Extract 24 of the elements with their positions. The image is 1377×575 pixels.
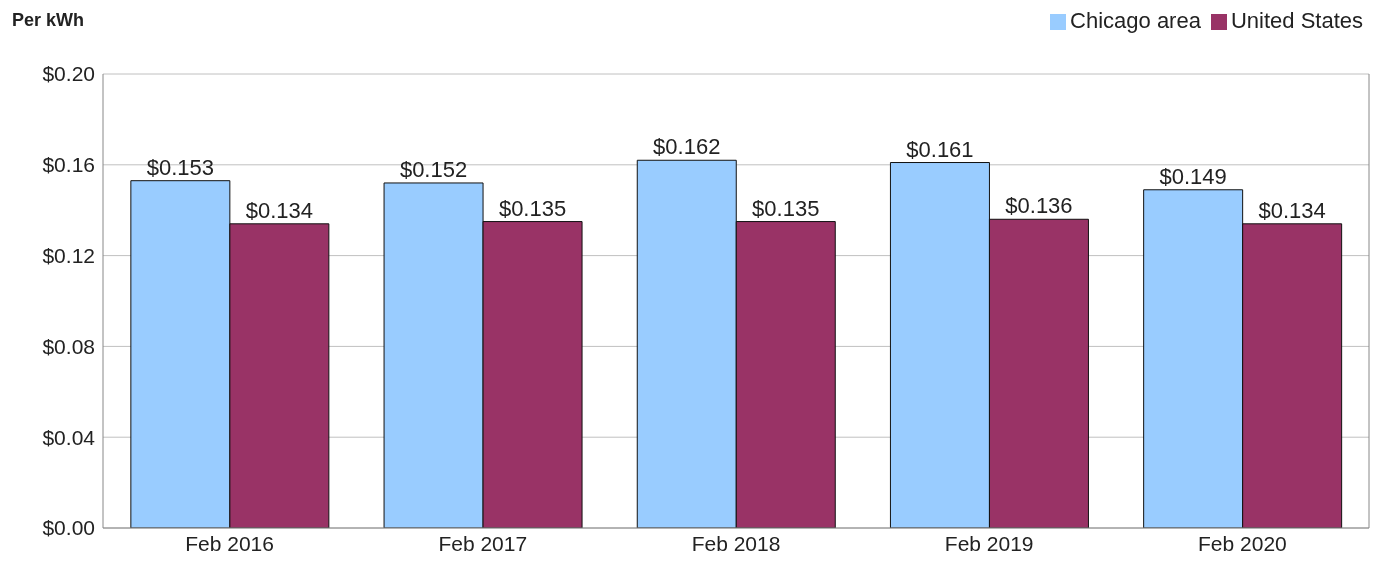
x-tick-label: Feb 2018 [691,531,781,555]
y-tick-label: $0.00 [42,516,95,540]
data-label: $0.162 [653,134,721,160]
y-tick-label: $0.20 [42,62,95,86]
data-label: $0.134 [1258,197,1326,223]
x-tick-label: Feb 2016 [185,531,274,555]
y-tick-label: $0.08 [42,334,95,358]
y-tick-label: $0.12 [42,244,95,268]
y-tick-label: $0.16 [42,153,95,177]
x-tick-label: Feb 2020 [1198,531,1287,555]
data-label: $0.134 [245,197,313,223]
data-label: $0.135 [498,195,567,221]
data-label: $0.153 [146,154,214,180]
y-axis-title: Per kWh [12,10,85,31]
legend-label: Chicago area [1070,8,1201,33]
data-label: $0.152 [399,156,468,182]
data-label: $0.161 [906,136,974,162]
data-label: $0.149 [1159,163,1227,189]
x-tick-label: Feb 2017 [438,531,528,555]
data-label: $0.136 [1005,193,1073,219]
data-label: $0.135 [752,195,820,221]
legend-label: United States [1230,8,1363,33]
y-tick-label: $0.04 [42,425,96,449]
x-tick-label: Feb 2019 [944,531,1034,555]
